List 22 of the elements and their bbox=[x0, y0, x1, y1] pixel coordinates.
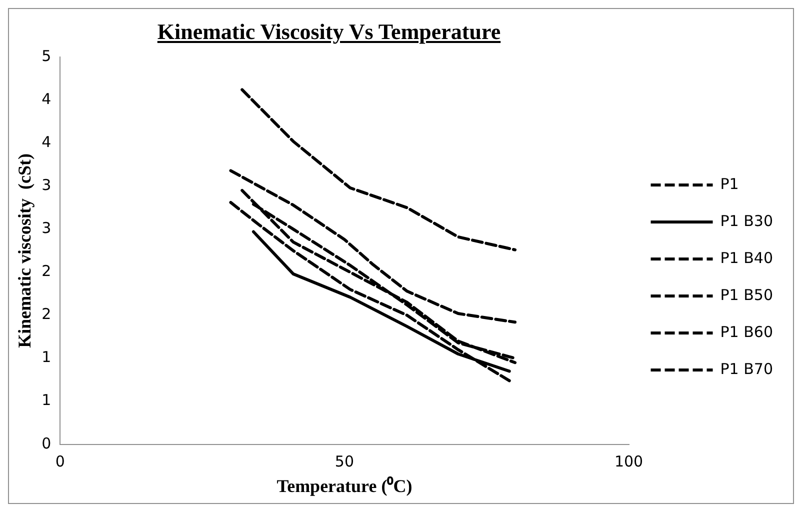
y-tick-label: 2 bbox=[42, 262, 52, 280]
y-tick-label: 1 bbox=[42, 391, 52, 410]
legend-label: P1 B70 bbox=[720, 360, 773, 378]
y-axis-title: Kinematic viscosity (cSt) bbox=[14, 153, 34, 348]
x-tick-label: 100 bbox=[614, 452, 644, 470]
y-tick-label: 5 bbox=[42, 46, 52, 65]
y-tick-label: 1 bbox=[42, 348, 52, 366]
legend-label: P1 bbox=[720, 174, 739, 193]
y-tick-label: 3 bbox=[42, 176, 52, 194]
legend-label: P1 B40 bbox=[720, 248, 773, 267]
y-tick-label: 2 bbox=[42, 305, 52, 324]
y-tick-label: 3 bbox=[42, 219, 52, 238]
x-tick-label: 50 bbox=[334, 452, 354, 470]
x-tick-label: 0 bbox=[55, 452, 65, 470]
legend-label: P1 B30 bbox=[720, 212, 773, 230]
legend-label: P1 B60 bbox=[720, 322, 773, 341]
y-tick-label: 0 bbox=[42, 434, 52, 452]
y-tick-label: 4 bbox=[42, 132, 52, 151]
y-tick-label: 4 bbox=[42, 90, 52, 108]
chart-title: Kinematic Viscosity Vs Temperature bbox=[156, 19, 502, 45]
x-axis-title: Temperature (⁰C) bbox=[276, 476, 412, 496]
legend-label: P1 B50 bbox=[720, 286, 773, 304]
